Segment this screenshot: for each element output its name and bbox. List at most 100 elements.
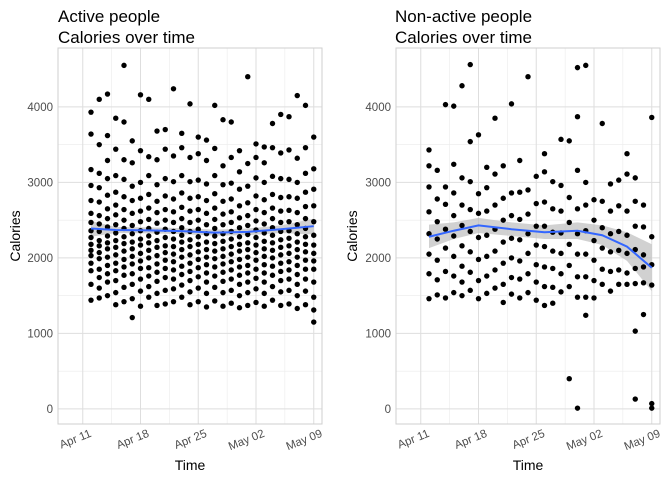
- panel-2-confidence-ribbon: [429, 217, 652, 292]
- panel-1-data-point: [212, 225, 218, 232]
- panel-2-data-point: [451, 289, 457, 296]
- panel-1-data-point: [245, 212, 251, 219]
- panel-1-data-point: [129, 183, 135, 189]
- panel-1-data-point: [269, 120, 276, 127]
- panel-1-data-point: [129, 261, 135, 267]
- panel-1-y-tick-label: 3000: [27, 177, 53, 189]
- panel-1-data-point: [220, 211, 226, 217]
- panel-2-data-point: [550, 300, 556, 306]
- panel-1-data-point: [302, 241, 309, 248]
- panel-1-data-point: [203, 181, 210, 187]
- panel-1-data-point: [179, 282, 185, 288]
- panel-1-data-point: [104, 192, 111, 198]
- panel-2-data-point: [451, 233, 457, 239]
- panel-1-data-point: [261, 221, 267, 227]
- panel-1-data-point: [88, 182, 94, 189]
- panel-2-data-point: [616, 281, 622, 288]
- panel-2-data-point: [517, 276, 523, 282]
- panel-2-data-point: [583, 274, 589, 280]
- panel-2-data-point: [624, 171, 630, 177]
- panel-2-data-point: [574, 114, 581, 120]
- panel-1-data-point: [121, 217, 127, 223]
- panel-1-data-point: [96, 228, 102, 235]
- panel-2-data-point: [459, 222, 465, 229]
- panel-1-data-point: [113, 260, 119, 266]
- panel-2-data-point: [492, 285, 498, 291]
- panel-1-data-point: [236, 203, 243, 209]
- panel-1-data-point: [154, 157, 160, 163]
- panel-1-data-point: [195, 241, 201, 248]
- panel-2-x-tick-label: Apr 18: [453, 428, 489, 452]
- panel-1-data-point: [253, 286, 259, 292]
- panel-2-data-point: [550, 284, 556, 291]
- panel-1-data-point: [195, 265, 201, 271]
- panel-2-data-point: [492, 267, 498, 273]
- panel-1-data-point: [146, 216, 152, 223]
- panel-2-data-point: [434, 218, 440, 225]
- panel-1-data-point: [302, 302, 309, 308]
- panel-1-data-point: [96, 249, 102, 256]
- panel-1-data-point: [195, 177, 201, 183]
- panel-1-data-point: [137, 258, 144, 264]
- panel-2-data-point: [492, 171, 498, 177]
- panel-1-data-point: [311, 232, 317, 238]
- panel-2-data-point: [640, 311, 647, 318]
- panel-1-data-point: [113, 189, 119, 195]
- panel-1-data-point: [187, 101, 193, 107]
- panel-1-data-point: [311, 279, 317, 285]
- panel-1-data-point: [294, 254, 300, 260]
- panel-1-data-point: [146, 283, 152, 290]
- panel-1-data-point: [302, 249, 309, 255]
- panel-2-data-point: [492, 248, 498, 254]
- panel-1-data-point: [162, 217, 168, 223]
- panel-2-data-point: [607, 288, 614, 294]
- panel-1-data-point: [170, 286, 177, 292]
- panel-2-title-line1: Non-active people: [395, 7, 533, 26]
- panel-2-data-point: [525, 187, 531, 193]
- panel-1-data-point: [104, 206, 111, 212]
- panel-1-data-point: [104, 157, 111, 164]
- panel-1-data-point: [170, 236, 177, 242]
- panel-2-data-point: [500, 217, 506, 223]
- panel-1-data-point: [278, 277, 284, 284]
- panel-2-data-point: [599, 198, 605, 204]
- panel-1-data-point: [170, 251, 177, 257]
- panel-1-data-point: [245, 262, 251, 269]
- panel-1-data-point: [187, 237, 193, 243]
- panel-1-data-point: [302, 266, 309, 272]
- panel-2-data-point: [624, 270, 630, 276]
- panel-1-data-point: [269, 283, 276, 290]
- panel-1-data-point: [96, 274, 102, 281]
- panel-2-data-point: [591, 237, 597, 244]
- panel-1-x-tick-label: Apr 11: [58, 428, 93, 451]
- panel-2-data-point: [467, 61, 473, 68]
- panel-1-smooth-line: [90, 225, 314, 234]
- panel-1-data-point: [220, 278, 226, 285]
- panel-2-data-point: [484, 164, 490, 170]
- panel-2-data-point: [583, 294, 589, 300]
- panel-1-data-point: [195, 274, 201, 280]
- panel-2-data-point: [426, 271, 432, 277]
- panel-1-data-point: [88, 197, 94, 204]
- panel-2-data-point: [640, 280, 647, 286]
- panel-1-data-point: [294, 221, 300, 228]
- panel-1-data-point: [154, 261, 160, 267]
- panel-1-data-point: [311, 203, 317, 209]
- panel-1-data-point: [203, 290, 210, 297]
- panel-1-data-point: [88, 247, 94, 254]
- panel-1-data-point: [96, 141, 102, 148]
- panel-1-data-point: [311, 294, 317, 300]
- panel-1-data-point: [187, 268, 193, 275]
- panel-2-data-point: [451, 253, 457, 260]
- panel-1-data-point: [113, 230, 119, 236]
- panel-1-data-point: [187, 208, 193, 214]
- panel-1-data-point: [170, 209, 177, 215]
- panel-2-data-point: [459, 83, 465, 89]
- panel-1-data-point: [96, 243, 102, 249]
- panel-2-data-point: [475, 210, 482, 217]
- panel-1-data-point: [261, 279, 267, 285]
- panel-2-y-tick-label: 2000: [365, 253, 391, 265]
- panel-1-data-point: [96, 96, 102, 103]
- panel-1-data-point: [212, 216, 218, 223]
- panel-1-title: Active people Calories over time: [58, 6, 195, 48]
